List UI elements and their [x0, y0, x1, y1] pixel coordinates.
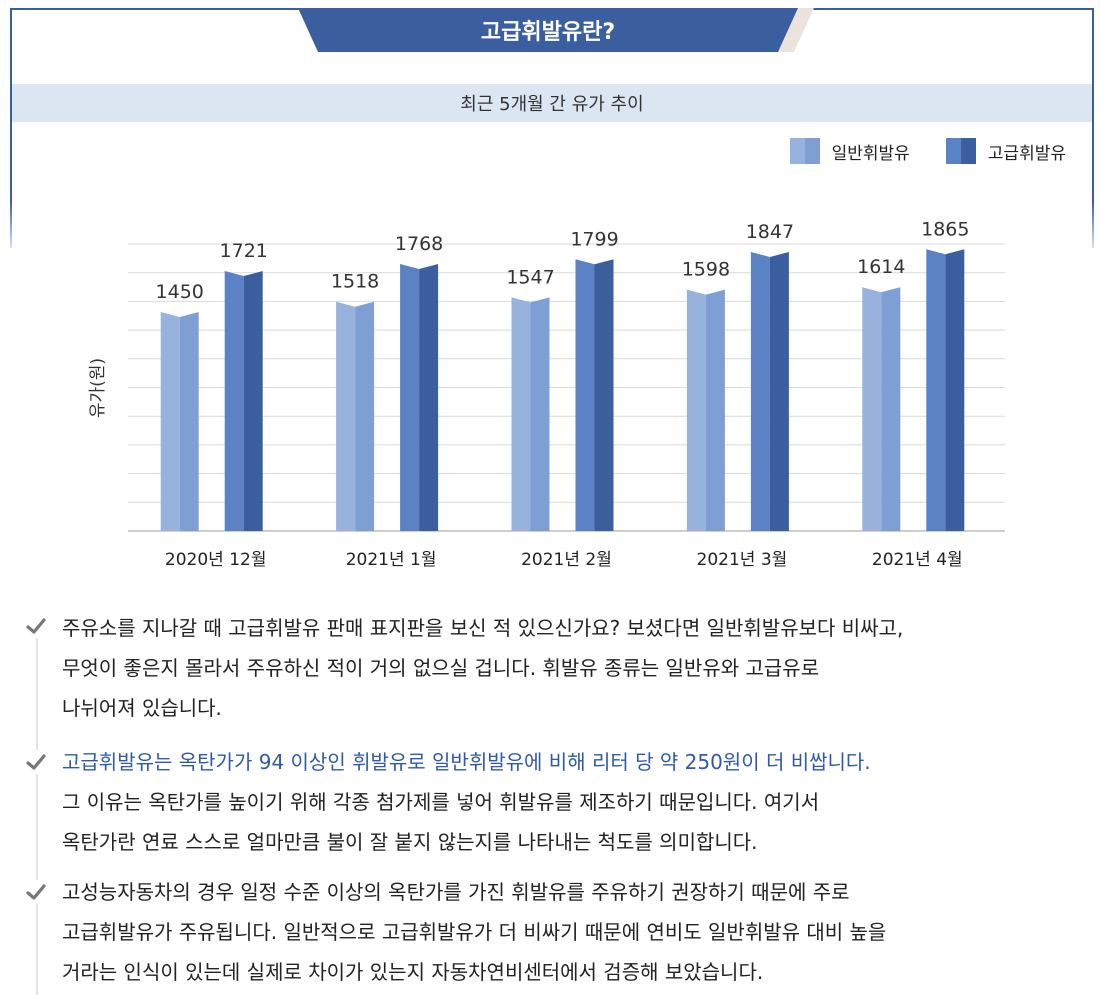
- x-tick-label: 2021년 2월: [521, 550, 612, 570]
- paragraph-line: 옥탄가란 연료 스스로 얼마만큼 불이 잘 붙지 않는지를 나타내는 척도를 의…: [62, 830, 758, 854]
- x-tick-label: 2020년 12월: [165, 550, 267, 570]
- chart-legend: 일반휘발유 고급휘발유: [789, 138, 1066, 164]
- data-label: 1768: [395, 233, 443, 255]
- bar-premium: [400, 263, 420, 531]
- paragraph-2: 고급휘발유는 옥탄가가 94 이상인 휘발유로 일반휘발유에 비해 리터 당 약…: [62, 742, 1092, 862]
- bar-premium: [926, 249, 946, 531]
- chart-bars: [160, 249, 965, 531]
- bar-shade-premium: [594, 259, 614, 531]
- check-icon: [24, 880, 48, 904]
- data-label: 1847: [746, 221, 794, 243]
- frame-fade: [8, 200, 1098, 260]
- bar-premium: [224, 271, 244, 531]
- legend-label-premium: 고급휘발유: [987, 143, 1066, 164]
- legend-swatch-regular: [789, 138, 820, 164]
- bar-premium: [575, 259, 595, 531]
- legend-swatch-premium: [945, 138, 976, 164]
- bar-shade-regular: [530, 297, 550, 531]
- legend-item-regular: 일반휘발유: [789, 138, 910, 164]
- paragraph-3: 고성능자동차의 경우 일정 수준 이상의 옥탄가를 가진 휘발유를 주유하기 권…: [62, 872, 1092, 992]
- x-tick-label: 2021년 4월: [872, 550, 963, 570]
- bar-shade-premium: [945, 249, 965, 531]
- page-title-banner: 고급휘발유란?: [298, 8, 798, 52]
- bar-regular: [686, 289, 706, 531]
- bar-shade-regular: [355, 301, 375, 531]
- paragraph-line: 무엇이 좋은지 몰라서 주유하신 적이 거의 없으실 겁니다. 휘발유 종류는 …: [62, 656, 820, 680]
- paragraph-line: 거라는 인식이 있는데 실제로 차이가 있는지 자동차연비센터에서 검증해 보았…: [62, 960, 764, 984]
- x-tick-label: 2021년 1월: [346, 550, 437, 570]
- paragraph-1: 주유소를 지나갈 때 고급휘발유 판매 표지판을 보신 적 있으신가요? 보셨다…: [62, 608, 1092, 728]
- x-tick-label: 2021년 3월: [697, 550, 788, 570]
- bar-shade-regular: [179, 311, 199, 531]
- check-icon: [24, 750, 48, 774]
- chart-title: 최근 5개월 간 유가 추이: [460, 94, 644, 115]
- paragraph-line: 그 이유는 옥탄가를 높이기 위해 각종 첨가제를 넣어 휘발유를 제조하기 때…: [62, 790, 820, 814]
- paragraph-line: 고급휘발유가 주유됩니다. 일반적으로 고급휘발유가 더 비싸기 때문에 연비도…: [62, 920, 887, 944]
- data-label: 1547: [506, 266, 554, 288]
- data-label: 1450: [156, 281, 204, 303]
- bar-shade-premium: [769, 252, 789, 531]
- paragraph-highlight: 고급휘발유는 옥탄가가 94 이상인 휘발유로 일반휘발유에 비해 리터 당 약…: [62, 750, 871, 774]
- data-label: 1721: [220, 240, 268, 262]
- chart-grid: [128, 243, 1005, 532]
- data-label: 1614: [857, 256, 905, 278]
- bar-regular: [160, 311, 180, 531]
- bar-chart: 1450 1721 2020년 12월 1518 1768 2021년 1월 1547 179…: [88, 218, 1005, 570]
- legend-label-regular: 일반휘발유: [831, 143, 910, 164]
- bar-regular: [336, 301, 356, 531]
- paragraph-line: 고성능자동차의 경우 일정 수준 이상의 옥탄가를 가진 휘발유를 주유하기 권…: [62, 880, 850, 904]
- chart-labels: 1450 1721 2020년 12월 1518 1768 2021년 1월 1547 179…: [156, 218, 970, 570]
- chart-title-bar: 최근 5개월 간 유가 추이: [12, 84, 1092, 122]
- bar-shade-regular: [705, 289, 725, 531]
- bar-regular: [511, 297, 531, 531]
- paragraph-line: 주유소를 지나갈 때 고급휘발유 판매 표지판을 보신 적 있으신가요? 보셨다…: [62, 616, 904, 640]
- bar-premium: [750, 252, 770, 531]
- bar-shade-regular: [881, 287, 901, 531]
- data-label: 1518: [331, 271, 379, 293]
- bar-regular: [862, 287, 882, 531]
- page-title: 고급휘발유란?: [480, 20, 616, 45]
- legend-item-premium: 고급휘발유: [945, 138, 1066, 164]
- data-label: 1865: [921, 218, 969, 240]
- data-label: 1598: [682, 259, 730, 281]
- bar-shade-premium: [243, 271, 263, 531]
- check-icon: [24, 614, 48, 638]
- bar-shade-premium: [419, 263, 439, 531]
- paragraph-line: 나뉘어져 있습니다.: [62, 696, 222, 720]
- list-guide-line: [36, 625, 38, 995]
- y-axis-label: 유가(원): [88, 358, 108, 418]
- data-label: 1799: [570, 228, 618, 250]
